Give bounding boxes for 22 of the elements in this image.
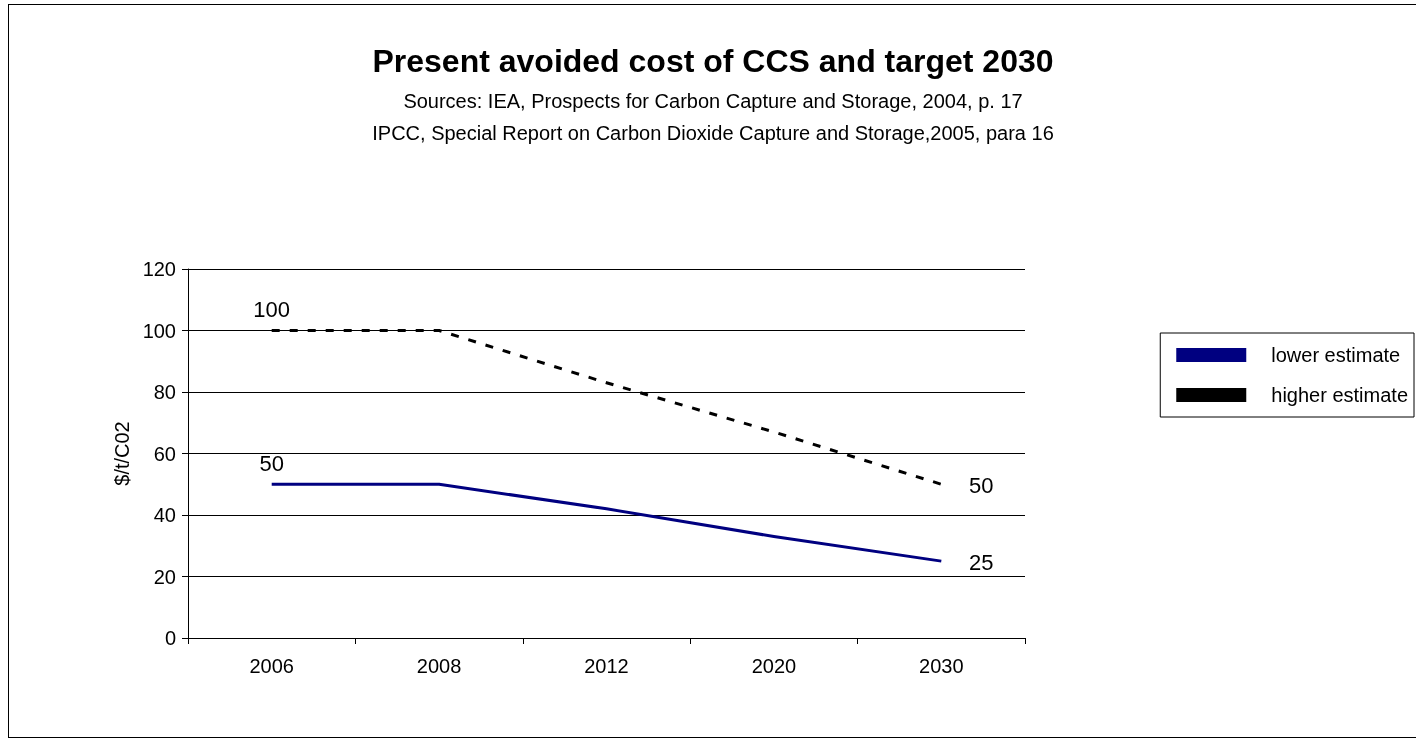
data-label: 100 bbox=[253, 297, 291, 322]
chart-title: Present avoided cost of CCS and target 2030 bbox=[372, 43, 1054, 79]
chart-subtitle: Sources: IEA, Prospects for Carbon Capture and Storage, 2004, p. 17 IPCC, Special Report on Carbon Dioxide Capture and Storage,2005, para 16 bbox=[372, 90, 1054, 144]
data-label: 25 bbox=[969, 549, 994, 575]
x-tick-label: 2030 bbox=[919, 655, 964, 677]
line-series bbox=[270, 482, 943, 563]
y-tick-label: 100 bbox=[142, 319, 176, 342]
y-tick-label: 0 bbox=[164, 627, 176, 649]
y-tick-label: 40 bbox=[153, 504, 176, 526]
y-tick-label: 20 bbox=[153, 565, 176, 588]
data-label: 50 bbox=[969, 472, 994, 498]
legend-label: lower estimate bbox=[1271, 344, 1401, 366]
legend-label: higher estimate bbox=[1271, 384, 1409, 406]
y-axis-title: $/t/C02 bbox=[110, 421, 133, 486]
y-tick-label: 60 bbox=[153, 442, 176, 465]
x-tick-label: 2020 bbox=[751, 655, 797, 677]
y-tick-label: 80 bbox=[153, 381, 176, 403]
data-label: 50 bbox=[259, 450, 284, 476]
x-tick-label: 2006 bbox=[249, 655, 294, 677]
y-tick-label: 120 bbox=[142, 258, 176, 280]
x-tick-label: 2008 bbox=[416, 655, 462, 677]
x-tick-label: 2012 bbox=[584, 655, 629, 677]
